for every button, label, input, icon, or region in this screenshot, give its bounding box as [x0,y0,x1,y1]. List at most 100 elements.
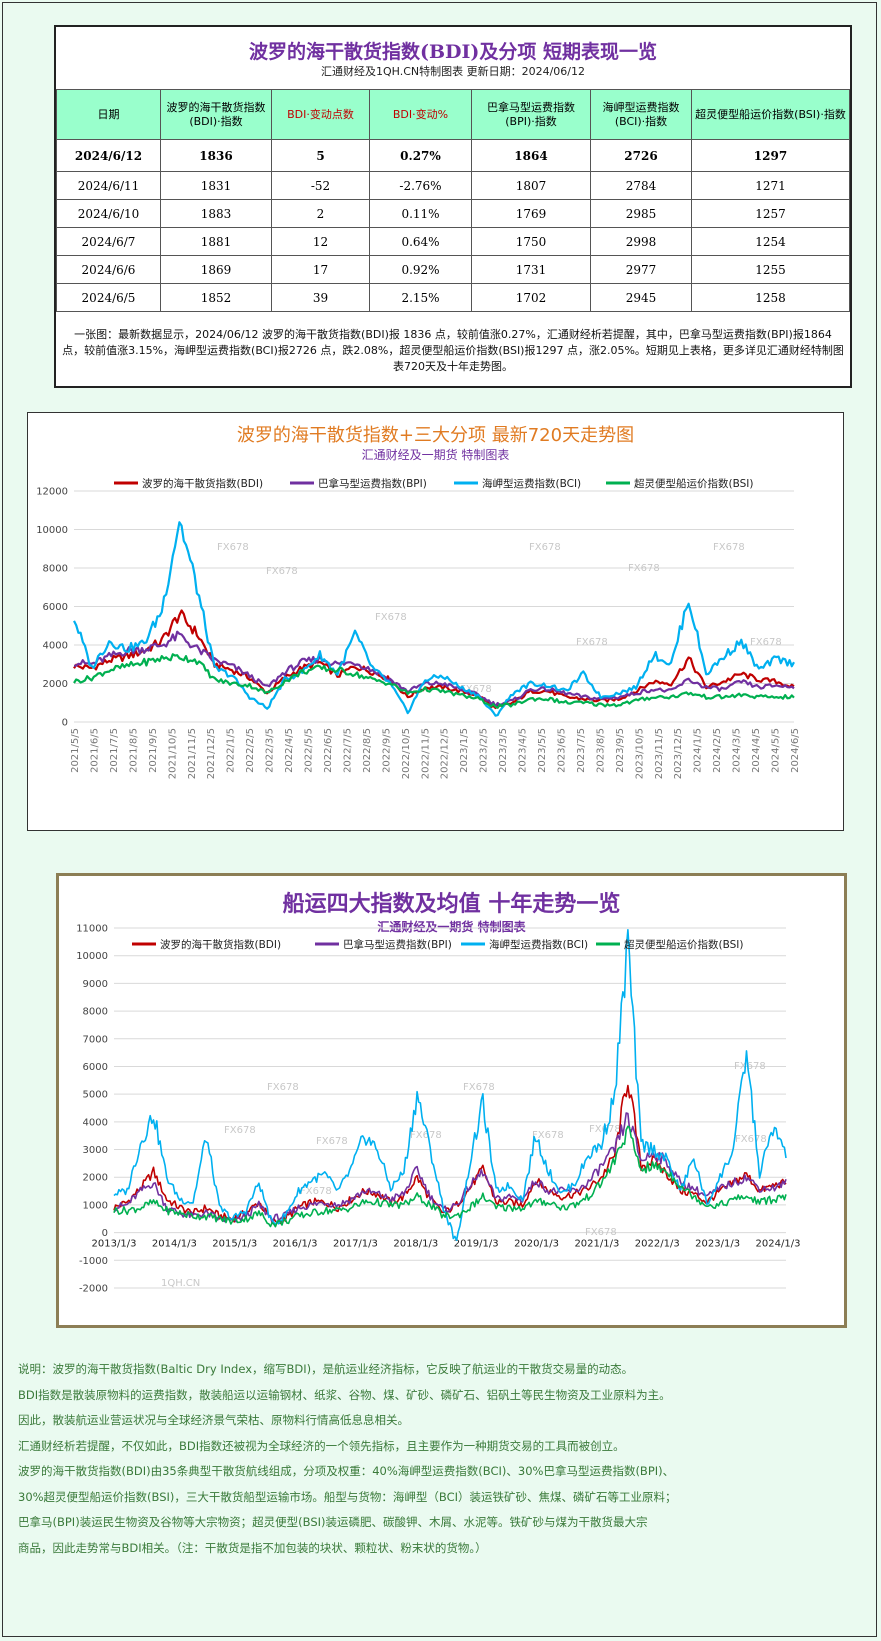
y-tick-label: 0 [62,718,68,729]
watermark: FX678 [410,1130,442,1141]
table-cell: 2.15% [369,283,472,312]
x-tick-label: 2024/6/5 [790,728,801,773]
chart-720-days-panel: 波罗的海干散货指数+三大分项 最新720天走势图 汇通财经及一期货 特制图表 0… [27,412,844,831]
series-line-1 [73,630,795,708]
description-line: 因此，散装航运业营运状况与全球经济景气荣枯、原物料行情高低息息相关。 [18,1413,409,1427]
x-tick-label: 2019/1/3 [454,1239,499,1250]
header-bpi: 巴拿马型运费指数(BPI)·指数 [471,89,591,140]
chart1-subtitle: 汇通财经及一期货 特制图表 [361,448,510,462]
watermark: FX678 [267,1082,299,1093]
watermark: 1QH.CN [161,1278,200,1289]
y-tick-label: 4000 [83,1117,108,1128]
x-tick-label: 2021/11/5 [187,728,198,779]
header-bci: 海岬型运费指数(BCI)·指数 [590,89,692,140]
table-cell: 1255 [691,255,850,284]
chart1-plot: 0 2000 4000 6000 8000 10000 12000 2021/5/5 2021/… [36,477,801,779]
y-tick-label: 12000 [36,487,68,498]
x-tick-label: 2021/10/5 [167,728,178,779]
x-tick-label: 2023/12/5 [673,728,684,779]
description-line: 商品，因此走势常与BDI相关。（注：干散货是指不加包装的块状、颗粒状、粉末状的货… [18,1540,487,1555]
watermark: FX678 [316,1136,348,1147]
y-tick-label: -1000 [79,1256,108,1267]
x-tick-label: 2022/5/5 [304,728,315,773]
table-cell: 2726 [590,139,692,172]
chart2-plot: -2000 -1000 0 1000 2000 3000 4000 5000 6000 7000 8… [76,924,800,1295]
x-tick-label: 2023/4/5 [518,728,529,773]
table-row: 2024/6/7 1881 12 0.64% 1750 2998 1254 [56,227,850,256]
header-bdi: 波罗的海干散货指数(BDI)·指数 [160,89,272,140]
table-row: 2024/6/5 1852 39 2.15% 1702 2945 1258 [56,283,850,312]
series-line-2 [73,521,795,717]
legend-label: 巴拿马型运费指数(BPI) [318,477,427,490]
x-tick-label: 2022/10/5 [401,728,412,779]
table-cell: 1883 [160,199,272,228]
table-cell: 2024/6/6 [56,255,161,284]
x-tick-label: 2022/11/5 [420,728,431,779]
table-cell: 1258 [691,283,850,312]
description-line: BDI指数是散装原物料的运费指数，散装船运以运输钢材、纸浆、谷物、煤、矿砂、磷矿… [18,1387,671,1402]
x-tick-label: 2024/4/5 [751,728,762,773]
x-tick-label: 2021/8/5 [128,728,139,773]
x-tick-label: 2021/12/5 [206,728,217,779]
x-tick-label: 2023/10/5 [634,728,645,779]
x-tick-label: 2022/2/5 [245,728,256,773]
table-cell: 1831 [160,171,272,200]
bdi-summary-table: 日期 波罗的海干散货指数(BDI)·指数 BDI·变动点数 BDI·变动% 巴拿… [56,89,850,312]
y-tick-label: 5000 [83,1090,108,1101]
y-tick-label: 10000 [76,951,108,962]
description-line: 30%超灵便型船运价指数(BSI)，三大干散货船型运输市场。船型与货物：海岬型（… [18,1489,677,1504]
x-tick-label: 2014/1/3 [152,1239,197,1250]
description-line: 波罗的海干散货指数(BDI)由35条典型干散货航线组成，分项及权重：40%海岬型… [18,1464,675,1478]
table-row: 2024/6/11 1831 -52 -2.76% 1807 2784 1271 [56,171,850,200]
x-tick-label: 2024/2/5 [712,728,723,773]
y-tick-label: 10000 [36,525,68,536]
x-tick-label: 2022/1/5 [226,728,237,773]
table-cell: 2998 [590,227,692,256]
watermark: FX678 [713,542,745,553]
x-tick-label: 2023/1/3 [695,1239,740,1250]
x-tick-label: 2023/7/5 [576,728,587,773]
table-cell: 2977 [590,255,692,284]
x-tick-label: 2022/3/5 [265,728,276,773]
x-tick-label: 2024/5/5 [771,728,782,773]
x-tick-label: 2023/11/5 [654,728,665,779]
y-tick-label: 8000 [83,1007,108,1018]
table-header-row: 日期 波罗的海干散货指数(BDI)·指数 BDI·变动点数 BDI·变动% 巴拿… [56,89,850,140]
watermark: FX678 [529,542,561,553]
watermark: FX678 [224,1125,256,1136]
x-tick-label: 2024/3/5 [732,728,743,773]
table-title: 波罗的海干散货指数(BDI)及分项 短期表现一览 [248,41,658,63]
x-tick-label: 2022/9/5 [381,728,392,773]
legend-label: 巴拿马型运费指数(BPI) [343,938,452,951]
watermark: FX678 [375,612,407,623]
watermark: FX678 [463,1082,495,1093]
table-cell: 17 [271,255,370,284]
table-cell: 1769 [471,199,591,228]
chart1-title: 波罗的海干散货指数+三大分项 最新720天走势图 [236,425,635,446]
watermark: FX678 [750,637,782,648]
y-tick-label: 6000 [83,1062,108,1073]
legend-label: 超灵便型船运价指数(BSI) [624,938,743,951]
table-cell: 1750 [471,227,591,256]
x-tick-label: 2013/1/3 [92,1239,137,1250]
watermark: FX678 [266,566,298,577]
watermark: FX678 [532,1130,564,1141]
x-tick-label: 2023/1/5 [459,728,470,773]
y-tick-label: 0 [102,1228,108,1239]
y-tick-label: 9000 [83,979,108,990]
watermark: FX678 [734,1061,766,1072]
y-tick-label: 6000 [43,602,68,613]
y-tick-label: -2000 [79,1284,108,1295]
x-tick-label: 2017/1/3 [333,1239,378,1250]
table-cell: 0.27% [369,139,472,172]
watermark: FX678 [300,1186,332,1197]
x-tick-label: 2023/5/5 [537,728,548,773]
table-cell: -2.76% [369,171,472,200]
y-tick-label: 11000 [76,924,108,935]
description-line: 巴拿马(BPI)装运民生物资及谷物等大宗物资；超灵便型(BSI)装运磷肥、碳酸钾… [18,1515,648,1529]
description-line: 说明：波罗的海干散货指数(Baltic Dry Index，缩写BDI)，是航运… [18,1362,634,1376]
table-cell: 1702 [471,283,591,312]
series-line-3 [113,1125,787,1228]
x-tick-label: 2024/1/5 [693,728,704,773]
chart-ten-year-panel: 船运四大指数及均值 十年走势一览 汇通财经及一期货 特制图表 -2000 -100… [56,873,847,1328]
